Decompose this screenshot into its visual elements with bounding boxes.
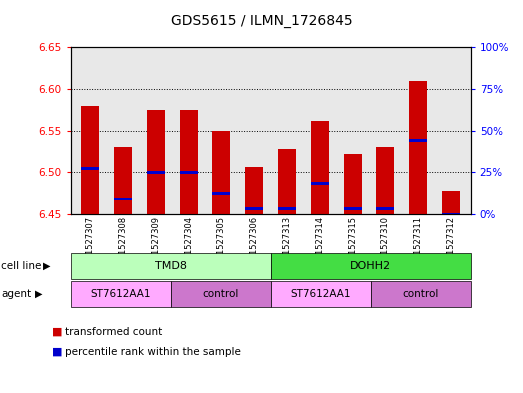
Bar [179,110,198,214]
Text: ST7612AA1: ST7612AA1 [90,289,151,299]
Bar [442,191,460,214]
Bar [81,106,99,214]
Bar [442,213,460,215]
Bar [245,207,263,209]
Text: DOHH2: DOHH2 [350,261,391,271]
Text: ■: ■ [52,347,63,357]
Text: control: control [202,289,239,299]
Bar [344,154,362,214]
Text: GDS5615 / ILMN_1726845: GDS5615 / ILMN_1726845 [170,14,353,28]
Bar [212,192,231,195]
Bar [147,110,165,214]
Bar [377,147,394,214]
Text: percentile rank within the sample: percentile rank within the sample [65,347,241,357]
Text: ▶: ▶ [43,261,50,271]
Bar [114,147,132,214]
Bar [278,207,296,209]
Text: ST7612AA1: ST7612AA1 [290,289,351,299]
Text: ■: ■ [52,327,63,337]
Text: transformed count: transformed count [65,327,163,337]
Bar [114,198,132,200]
Text: control: control [403,289,439,299]
Text: cell line: cell line [1,261,41,271]
Bar [278,149,296,214]
Bar [311,182,329,185]
Bar [409,81,427,214]
Text: ▶: ▶ [35,289,42,299]
Bar [311,121,329,214]
Text: TMD8: TMD8 [155,261,187,271]
Bar [245,167,263,214]
Bar [377,207,394,209]
Text: agent: agent [1,289,31,299]
Bar [344,207,362,209]
Bar [147,171,165,174]
Bar [81,167,99,169]
Bar [409,140,427,142]
Bar [179,171,198,174]
Bar [212,131,231,214]
